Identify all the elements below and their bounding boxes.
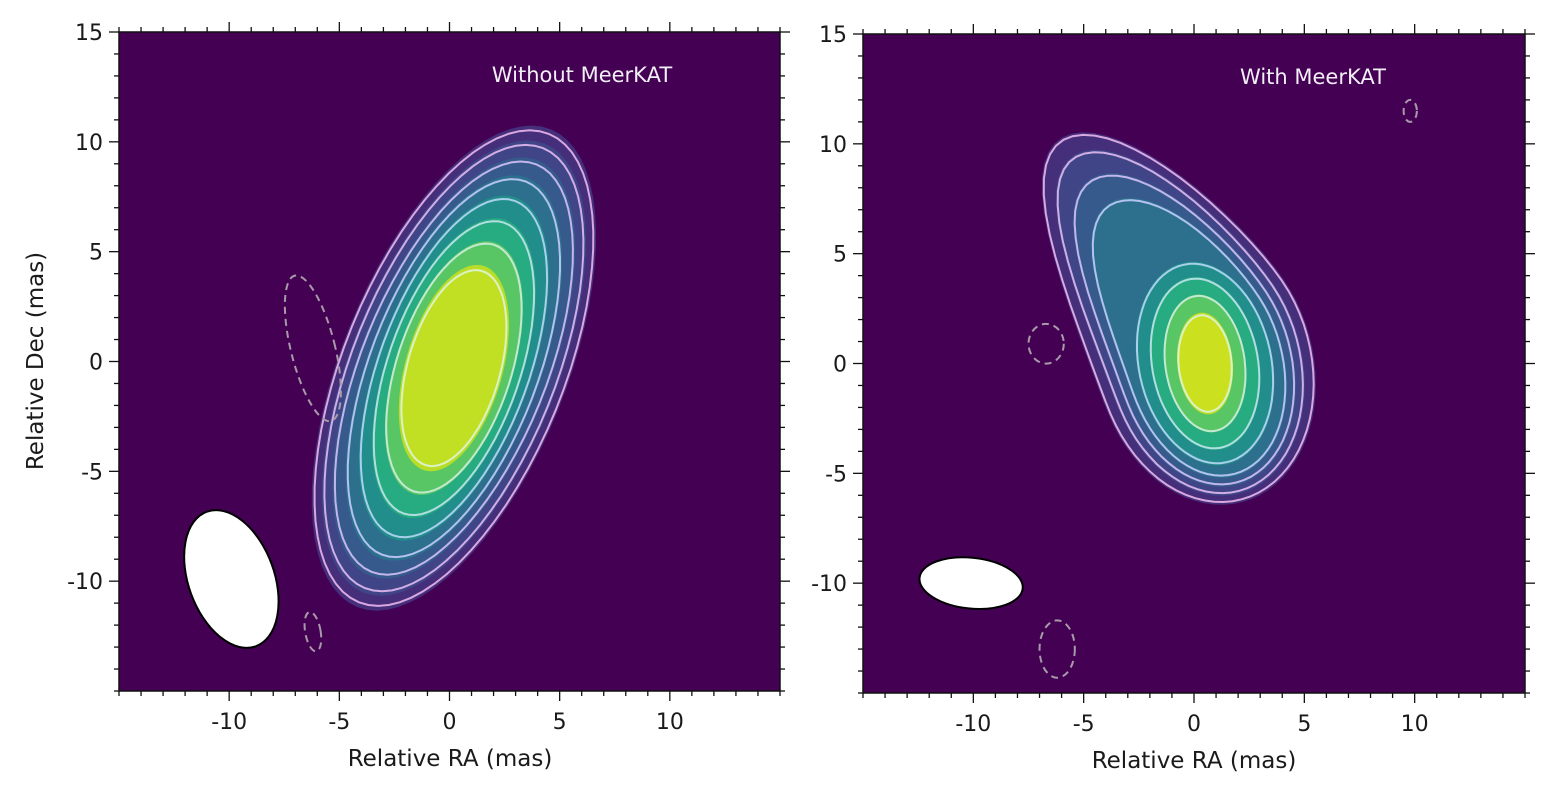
emission-peak (398, 264, 510, 472)
y-axis-label: Relative Dec (mas) (23, 252, 49, 470)
contour-level-2 (323, 143, 585, 593)
y-tick-label: -10 (811, 572, 847, 597)
x-axis-label: Relative RA (mas) (348, 746, 553, 772)
emission-layer (311, 125, 596, 611)
y-tick-label: 0 (89, 351, 103, 376)
x-axis-label: Relative RA (mas) (1092, 748, 1297, 774)
contour-level-3 (333, 160, 574, 576)
contour-level-3 (1073, 174, 1296, 486)
beam-layer (183, 509, 280, 649)
contour-level-1 (313, 129, 595, 607)
negative-contour-layer (1027, 98, 1418, 679)
panel-without-meerkat: -10 -5 0 5 10 -10 -5 0 5 10 15 Without MeerKAT Rel… (23, 21, 790, 772)
panel-with-meerkat: -10 -5 0 5 10 -10 -5 0 5 10 15 With MeerKAT Relati… (811, 23, 1535, 774)
panel-title: With MeerKAT (1240, 65, 1386, 89)
negative-contour (1402, 98, 1418, 123)
contour-layer (313, 129, 595, 607)
contour-layer (1042, 133, 1315, 504)
panel-title: Without MeerKAT (492, 63, 672, 87)
contour-level-8 (1177, 314, 1233, 413)
contour-level-8 (400, 269, 508, 467)
x-tick-label: 0 (1187, 712, 1201, 737)
tick-layer: -10 -5 0 5 10 -10 -5 0 5 10 15 (811, 23, 1535, 737)
contour-level-5 (359, 197, 549, 539)
y-tick-label: 5 (833, 243, 847, 268)
contour-level-1 (1042, 133, 1315, 504)
y-tick-label: -10 (67, 570, 103, 595)
negative-contour (303, 611, 323, 653)
contour-level-6 (1149, 277, 1261, 450)
x-tick-label: 0 (443, 710, 457, 735)
contour-level-4 (346, 178, 561, 559)
contour-level-7 (1163, 294, 1247, 433)
y-tick-label: 0 (833, 353, 847, 378)
y-tick-label: 10 (819, 133, 847, 158)
beam-layer (918, 556, 1024, 610)
contour-level-4 (1091, 199, 1287, 477)
beam-ellipse (183, 509, 280, 649)
negative-contour (283, 274, 342, 423)
y-tick-label: 15 (75, 21, 103, 46)
tick-layer: -10 -5 0 5 10 -10 -5 0 5 10 15 (67, 21, 790, 735)
y-tick-label: -5 (825, 462, 847, 487)
x-tick-label: -5 (1073, 712, 1095, 737)
x-tick-label: -10 (955, 712, 991, 737)
beam-ellipse (918, 556, 1024, 610)
emission-peak (1176, 312, 1234, 415)
contour-level-2 (1056, 151, 1304, 495)
x-tick-label: -5 (328, 710, 350, 735)
contour-level-6 (372, 220, 536, 517)
negative-contour (1038, 619, 1076, 679)
x-tick-label: 5 (553, 710, 567, 735)
x-tick-label: -10 (211, 710, 247, 735)
x-tick-label: 5 (1297, 712, 1311, 737)
y-tick-label: 10 (75, 131, 103, 156)
contour-level-5 (1136, 262, 1275, 465)
y-tick-label: 15 (819, 23, 847, 48)
x-tick-label: 10 (1401, 712, 1429, 737)
y-tick-label: -5 (81, 460, 103, 485)
y-tick-label: 5 (89, 241, 103, 266)
negative-contour (1027, 322, 1065, 365)
negative-contour-layer (283, 274, 342, 653)
x-tick-label: 10 (656, 710, 684, 735)
contour-level-7 (385, 242, 523, 494)
